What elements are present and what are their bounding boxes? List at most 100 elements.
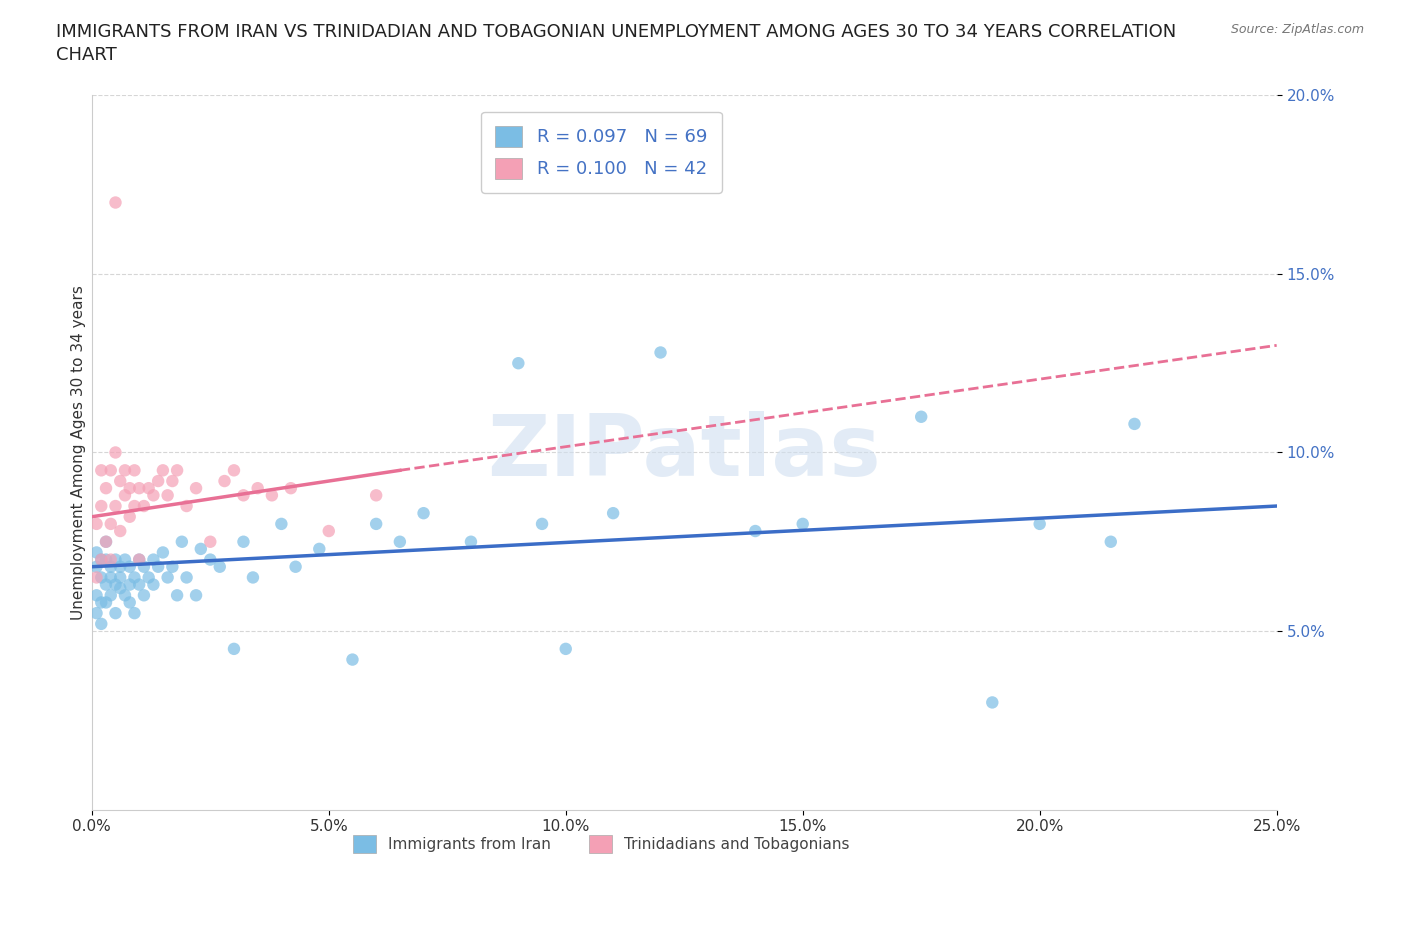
Point bbox=[602, 506, 624, 521]
Point bbox=[94, 481, 117, 496]
Point bbox=[162, 473, 184, 488]
Point bbox=[242, 570, 264, 585]
Point bbox=[128, 578, 150, 592]
Point bbox=[318, 524, 340, 538]
Point bbox=[232, 535, 254, 550]
Point bbox=[90, 617, 112, 631]
Point bbox=[86, 605, 108, 620]
Point bbox=[110, 524, 132, 538]
Point bbox=[114, 552, 136, 567]
Point bbox=[138, 481, 160, 496]
Point bbox=[86, 559, 108, 574]
Point bbox=[650, 345, 672, 360]
Point bbox=[200, 552, 222, 567]
Point bbox=[86, 588, 108, 603]
Point bbox=[162, 559, 184, 574]
Legend: Immigrants from Iran, Trinidadians and Tobagonians: Immigrants from Iran, Trinidadians and T… bbox=[347, 830, 856, 859]
Point bbox=[114, 488, 136, 503]
Point bbox=[90, 552, 112, 567]
Point bbox=[142, 578, 165, 592]
Text: Source: ZipAtlas.com: Source: ZipAtlas.com bbox=[1230, 23, 1364, 36]
Point bbox=[156, 570, 179, 585]
Point bbox=[90, 498, 112, 513]
Point bbox=[118, 559, 141, 574]
Point bbox=[94, 535, 117, 550]
Point bbox=[124, 605, 146, 620]
Point bbox=[232, 488, 254, 503]
Point bbox=[86, 516, 108, 531]
Point bbox=[156, 488, 179, 503]
Text: CHART: CHART bbox=[56, 46, 117, 64]
Point bbox=[280, 481, 302, 496]
Point bbox=[118, 510, 141, 525]
Point bbox=[114, 588, 136, 603]
Point bbox=[366, 516, 388, 531]
Point bbox=[114, 463, 136, 478]
Point bbox=[110, 559, 132, 574]
Point bbox=[100, 463, 122, 478]
Point bbox=[222, 463, 245, 478]
Point bbox=[508, 356, 530, 371]
Point bbox=[128, 481, 150, 496]
Point bbox=[184, 481, 207, 496]
Point bbox=[208, 559, 231, 574]
Point bbox=[412, 506, 434, 521]
Point bbox=[104, 195, 127, 210]
Point bbox=[118, 578, 141, 592]
Point bbox=[94, 595, 117, 610]
Point bbox=[260, 488, 283, 503]
Point bbox=[124, 498, 146, 513]
Point bbox=[100, 552, 122, 567]
Point bbox=[132, 588, 155, 603]
Point bbox=[200, 535, 222, 550]
Point bbox=[554, 642, 576, 657]
Point bbox=[142, 488, 165, 503]
Point bbox=[132, 559, 155, 574]
Point bbox=[104, 552, 127, 567]
Point bbox=[152, 463, 174, 478]
Point bbox=[284, 559, 307, 574]
Point bbox=[246, 481, 269, 496]
Point bbox=[981, 695, 1004, 710]
Point bbox=[86, 545, 108, 560]
Point bbox=[94, 578, 117, 592]
Point bbox=[128, 552, 150, 567]
Point bbox=[90, 570, 112, 585]
Point bbox=[118, 481, 141, 496]
Point bbox=[104, 445, 127, 460]
Point bbox=[100, 559, 122, 574]
Point bbox=[146, 559, 169, 574]
Point bbox=[308, 541, 330, 556]
Point bbox=[124, 463, 146, 478]
Point bbox=[104, 605, 127, 620]
Point bbox=[86, 570, 108, 585]
Point bbox=[910, 409, 932, 424]
Text: IMMIGRANTS FROM IRAN VS TRINIDADIAN AND TOBAGONIAN UNEMPLOYMENT AMONG AGES 30 TO: IMMIGRANTS FROM IRAN VS TRINIDADIAN AND … bbox=[56, 23, 1177, 41]
Point bbox=[104, 498, 127, 513]
Point bbox=[460, 535, 482, 550]
Point bbox=[214, 473, 236, 488]
Point bbox=[170, 535, 193, 550]
Point bbox=[1123, 417, 1146, 432]
Point bbox=[176, 570, 198, 585]
Point bbox=[90, 595, 112, 610]
Point bbox=[152, 545, 174, 560]
Point bbox=[100, 588, 122, 603]
Point bbox=[118, 595, 141, 610]
Point bbox=[110, 570, 132, 585]
Point bbox=[124, 570, 146, 585]
Point bbox=[342, 652, 364, 667]
Point bbox=[110, 473, 132, 488]
Point bbox=[184, 588, 207, 603]
Point bbox=[110, 580, 132, 595]
Point bbox=[792, 516, 814, 531]
Point bbox=[222, 642, 245, 657]
Point bbox=[132, 498, 155, 513]
Point bbox=[166, 588, 188, 603]
Point bbox=[176, 498, 198, 513]
Point bbox=[90, 552, 112, 567]
Point bbox=[1028, 516, 1050, 531]
Point bbox=[744, 524, 766, 538]
Point bbox=[94, 552, 117, 567]
Y-axis label: Unemployment Among Ages 30 to 34 years: Unemployment Among Ages 30 to 34 years bbox=[72, 285, 86, 620]
